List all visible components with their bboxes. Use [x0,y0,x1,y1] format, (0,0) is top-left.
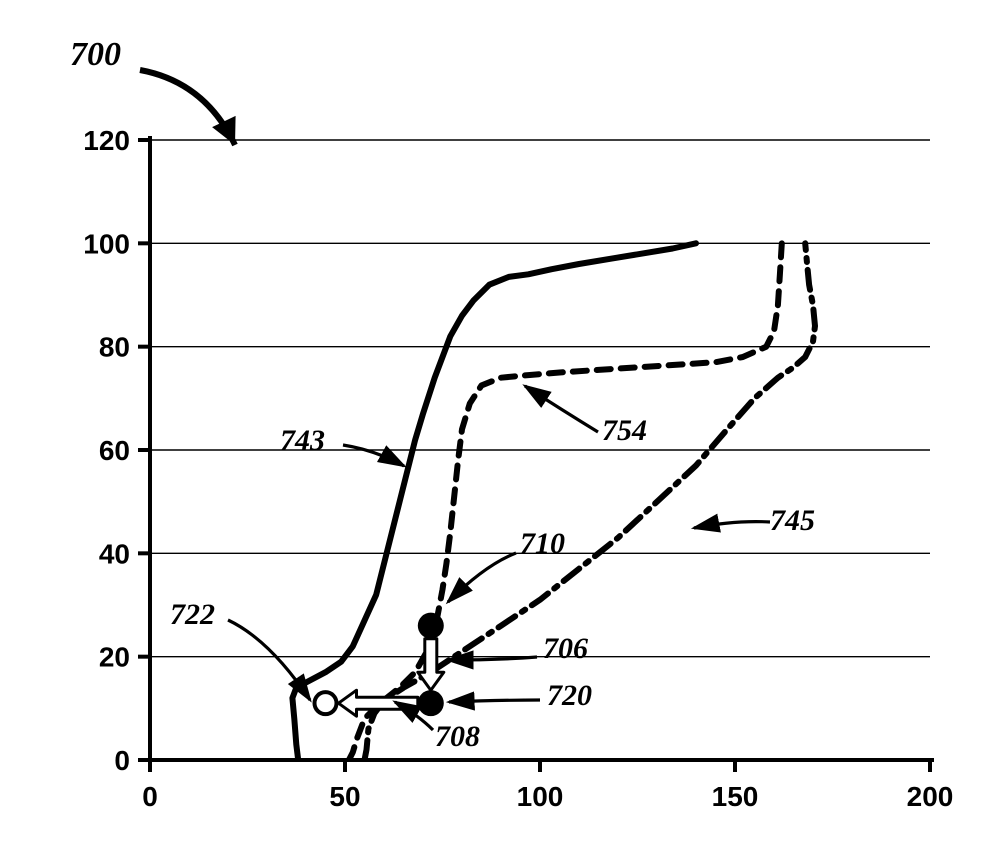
y-tick-label: 40 [99,538,130,569]
y-tick-label: 0 [114,745,130,776]
callout-label-720: 720 [547,679,592,712]
figure-number-label: 700 [70,36,121,73]
marker-710 [420,615,442,637]
y-tick-label: 60 [99,435,130,466]
y-tick-label: 80 [99,332,130,363]
y-tick-label: 120 [83,125,130,156]
x-tick-label: 150 [712,781,759,812]
callout-label-743: 743 [280,424,325,457]
marker-720 [420,692,442,714]
callout-label-745: 745 [770,504,815,537]
callout-label-710: 710 [520,527,565,560]
callout-label-706: 706 [543,632,588,665]
callout-label-754: 754 [602,414,647,447]
y-tick-label: 20 [99,642,130,673]
x-tick-label: 100 [517,781,564,812]
y-tick-label: 100 [83,228,130,259]
marker-722 [315,692,337,714]
callout-label-722: 722 [170,598,215,631]
x-tick-label: 0 [142,781,158,812]
diagram-svg: 0 50 100 150 200 0 20 40 60 80 100 120 700 743 754 745 7… [0,0,1000,855]
x-tick-label: 50 [329,781,360,812]
callout-label-708: 708 [435,720,480,753]
x-tick-label: 200 [907,781,954,812]
